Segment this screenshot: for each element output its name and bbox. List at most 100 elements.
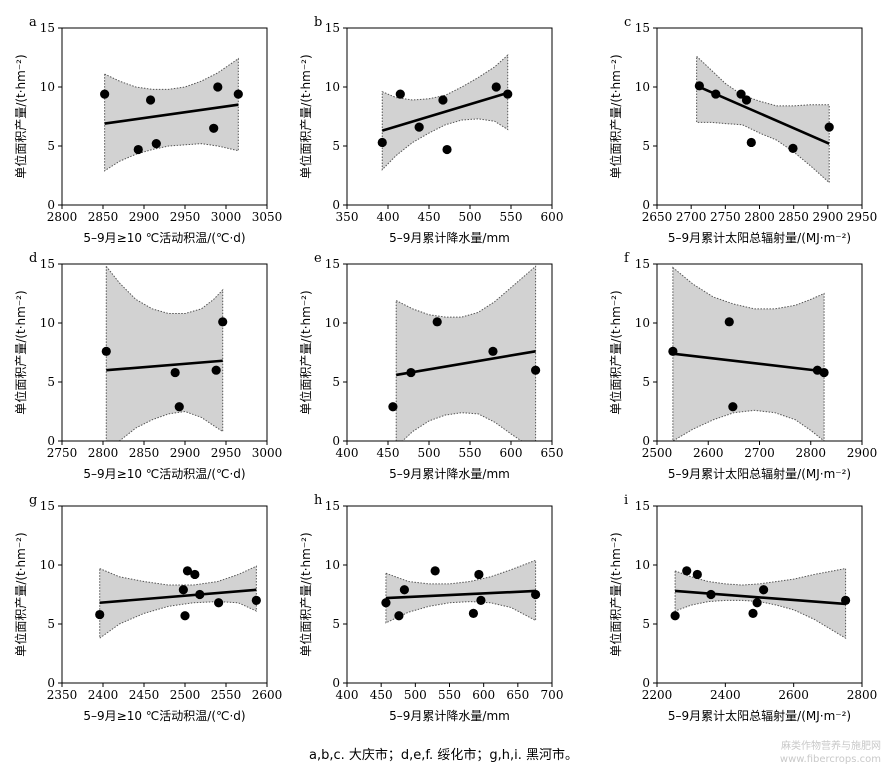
data-point xyxy=(488,346,498,356)
data-point xyxy=(381,598,391,608)
data-point xyxy=(531,589,541,600)
data-point xyxy=(133,144,143,155)
x-tick-label: 500 xyxy=(459,210,482,224)
x-axis-label: 5–9月≥10 ℃活动积温/(℃·d) xyxy=(83,467,245,481)
data-point xyxy=(182,566,193,576)
x-tick-label: 2500 xyxy=(170,688,201,702)
data-point xyxy=(377,137,387,148)
x-axis-label: 5–9月累计太阳总辐射量/(MJ·m⁻²) xyxy=(668,466,851,481)
y-tick-label: 10 xyxy=(635,558,650,572)
x-tick-label: 2800 xyxy=(795,446,826,460)
y-tick-label: 5 xyxy=(332,139,340,153)
confidence-band xyxy=(385,559,537,624)
x-tick-label: 2650 xyxy=(642,210,673,224)
data-point xyxy=(819,367,829,378)
panel-a: 2800 2850 2900 2950 3000 3050 0 5 10 15a 5–9月≥10 ℃… xyxy=(13,15,282,245)
x-tick-label: 500 xyxy=(418,446,441,460)
y-axis-label: 单位面积产量/(t·hm⁻²) xyxy=(298,54,313,178)
x-tick-label: 500 xyxy=(404,688,427,702)
x-tick-label: 2800 xyxy=(88,446,119,460)
x-axis-label: 5–9月≥10 ℃活动积温/(℃·d) xyxy=(83,709,245,723)
watermark-line-1: 麻类作物营养与施肥网 xyxy=(781,741,881,752)
data-point xyxy=(180,611,190,621)
confidence-band xyxy=(99,565,257,640)
x-tick-label: 2900 xyxy=(129,210,160,224)
data-point xyxy=(736,89,746,99)
fit-line xyxy=(675,589,846,606)
y-axis-label: 单位面积产量/(t·hm⁻²) xyxy=(13,54,28,178)
x-tick-label: 3050 xyxy=(252,210,283,224)
panel-letter: g xyxy=(29,493,37,508)
y-tick-label: 5 xyxy=(642,139,650,153)
y-tick-label: 0 xyxy=(47,434,55,448)
y-axis-label: 单位面积产量/(t·hm⁻²) xyxy=(608,532,623,656)
data-point xyxy=(503,89,513,99)
data-point xyxy=(406,367,416,378)
x-tick-label: 2700 xyxy=(744,446,775,460)
confidence-band xyxy=(105,264,224,441)
y-tick-label: 15 xyxy=(635,257,650,271)
x-tick-label: 2550 xyxy=(211,688,242,702)
confidence-band xyxy=(674,567,847,640)
x-tick-label: 400 xyxy=(336,688,359,702)
x-tick-label: 2750 xyxy=(710,210,741,224)
data-point xyxy=(711,89,721,99)
y-tick-label: 10 xyxy=(635,80,650,94)
data-point xyxy=(430,566,440,576)
x-tick-label: 2900 xyxy=(813,210,844,224)
data-point xyxy=(190,569,200,580)
x-axis-label: 5–9月累计降水量/mm xyxy=(389,231,510,245)
plot-frame xyxy=(346,263,553,442)
confidence-band xyxy=(395,265,537,441)
y-tick-label: 10 xyxy=(40,558,55,572)
data-point xyxy=(174,402,184,412)
y-tick-label: 15 xyxy=(635,21,650,35)
x-tick-label: 2600 xyxy=(693,446,724,460)
data-point xyxy=(218,317,228,327)
y-axis-label: 单位面积产量/(t·hm⁻²) xyxy=(13,532,28,656)
panel-letter: c xyxy=(624,15,631,30)
y-tick-label: 0 xyxy=(332,676,340,690)
y-tick-label: 5 xyxy=(642,617,650,631)
y-tick-label: 15 xyxy=(40,257,55,271)
x-tick-label: 2950 xyxy=(170,210,201,224)
x-tick-label: 2950 xyxy=(847,210,878,224)
x-tick-label: 550 xyxy=(438,688,461,702)
fit-line xyxy=(381,91,509,132)
data-point xyxy=(692,569,702,580)
x-tick-label: 400 xyxy=(377,210,400,224)
x-tick-label: 2900 xyxy=(847,446,878,460)
data-point xyxy=(670,611,680,621)
x-tick-label: 450 xyxy=(377,446,400,460)
x-tick-label: 2850 xyxy=(129,446,160,460)
x-axis-label: 5–9月累计太阳总辐射量/(MJ·m⁻²) xyxy=(668,708,851,723)
x-tick-label: 2950 xyxy=(211,446,242,460)
y-tick-label: 5 xyxy=(47,139,55,153)
panel-letter: d xyxy=(29,251,37,266)
watermark: 麻类作物营养与施肥网 www.fibercrops.com xyxy=(780,740,881,766)
y-axis-label: 单位面积产量/(t·hm⁻²) xyxy=(13,290,28,414)
panel-h: 400 450 500 550 600 650 700 0 5 10 15h 5–9月累计降水量/mm… xyxy=(298,493,563,723)
data-point xyxy=(211,365,221,375)
panel-f: 2500 2600 2700 2800 2900 0 5 10 15 f 5–9月累计太阳总辐射量/… xyxy=(608,251,877,481)
x-tick-label: 3000 xyxy=(252,446,283,460)
data-point xyxy=(214,598,224,608)
data-point xyxy=(706,589,716,600)
x-tick-label: 2850 xyxy=(88,210,119,224)
y-tick-label: 0 xyxy=(332,198,340,212)
fit-line xyxy=(395,350,536,377)
data-point xyxy=(209,123,219,133)
x-tick-label: 2400 xyxy=(710,688,741,702)
confidence-band xyxy=(696,55,830,184)
x-tick-label: 2800 xyxy=(744,210,775,224)
x-tick-label: 2850 xyxy=(778,210,809,224)
data-point xyxy=(824,122,834,132)
data-point xyxy=(474,569,484,580)
y-tick-label: 15 xyxy=(325,499,340,513)
x-axis-label: 5–9月累计降水量/mm xyxy=(389,709,510,723)
y-tick-label: 15 xyxy=(325,21,340,35)
data-point xyxy=(442,144,452,155)
data-point xyxy=(399,585,409,595)
plot-frame xyxy=(346,27,553,206)
plot-frame xyxy=(61,263,268,442)
